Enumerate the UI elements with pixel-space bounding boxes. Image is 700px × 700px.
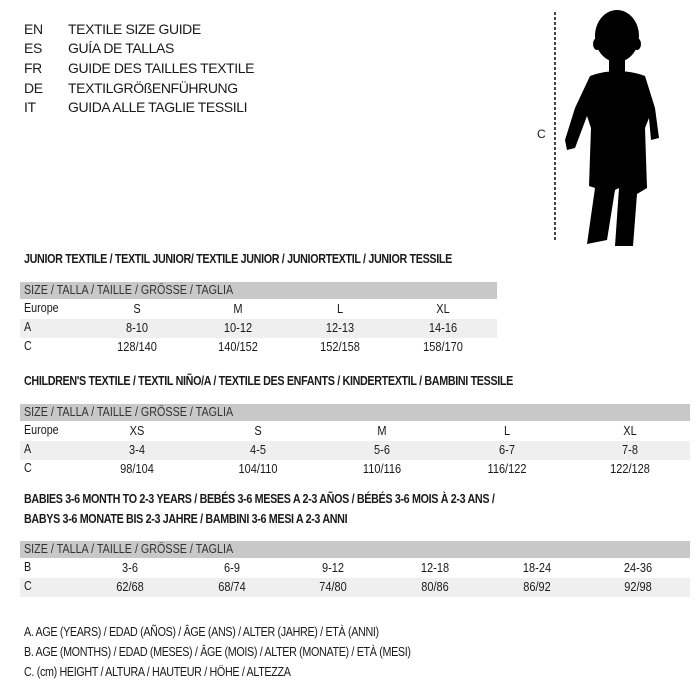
row-label: Europe (24, 301, 59, 315)
legend-c: C. (cm) HEIGHT / ALTURA / HAUTEUR / HÖHE… (24, 665, 291, 679)
table-row: B 3-6 6-9 9-12 12-18 18-24 24-36 (20, 559, 690, 578)
table-cell: 110/116 (362, 462, 402, 476)
table-header-label: SIZE / TALLA / TAILLE / GRÖSSE / TAGLIA (24, 283, 234, 297)
lang-title: GUIDE DES TAILLES TEXTILE (68, 60, 255, 76)
table-header: SIZE / TALLA / TAILLE / GRÖSSE / TAGLIA (20, 282, 497, 299)
table-cell: 128/140 (117, 340, 157, 354)
row-label: A (24, 442, 32, 456)
row-label: C (24, 579, 32, 593)
table-row: A 8-10 10-12 12-13 14-16 (20, 319, 497, 338)
table-cell: 152/158 (320, 340, 360, 354)
table-cell: 68/74 (218, 580, 246, 594)
table-cell: 6-7 (499, 443, 515, 457)
lang-title: GUÍA DE TALLAS (68, 40, 174, 56)
table-cell: 6-9 (224, 561, 240, 575)
table-row: Europe S M L XL (20, 300, 497, 319)
table-cell: 98/104 (120, 462, 154, 476)
table-row: Europe XS S M L XL (20, 422, 690, 441)
table-cell: M (377, 424, 387, 438)
table-cell: 62/68 (116, 580, 144, 594)
legend-b: B. AGE (MONTHS) / EDAD (MESES) / ÂGE (MO… (24, 645, 411, 659)
row-label: Europe (24, 423, 59, 437)
lang-code: EN (24, 21, 43, 37)
table-header-label: SIZE / TALLA / TAILLE / GRÖSSE / TAGLIA (24, 542, 234, 556)
row-label: B (24, 560, 32, 574)
height-label: C (537, 127, 546, 141)
table-cell: L (336, 302, 344, 316)
lang-title: GUIDA ALLE TAGLIE TESSILI (68, 99, 248, 115)
table-cell: 104/110 (238, 462, 278, 476)
table-cell: 74/80 (319, 580, 347, 594)
table-row: C 62/68 68/74 74/80 80/86 86/92 92/98 (20, 578, 690, 597)
table-cell: L (503, 424, 511, 438)
table-cell: 140/152 (218, 340, 258, 354)
table-cell: 5-6 (374, 443, 390, 457)
child-silhouette-icon (554, 10, 659, 246)
junior-title: JUNIOR TEXTILE / TEXTIL JUNIOR/ TEXTILE … (24, 252, 452, 266)
table-cell: 80/86 (421, 580, 449, 594)
table-cell: 9-12 (321, 561, 345, 575)
lang-title: TEXTILGRÖßENFÜHRUNG (68, 80, 238, 96)
row-label: C (24, 461, 32, 475)
table-row: A 3-4 4-5 5-6 6-7 7-8 (20, 441, 690, 460)
table-cell: 122/128 (610, 462, 650, 476)
table-header: SIZE / TALLA / TAILLE / GRÖSSE / TAGLIA (20, 404, 690, 421)
table-cell: 4-5 (250, 443, 266, 457)
table-cell: 3-6 (122, 561, 138, 575)
table-cell: 18-24 (522, 561, 552, 575)
table-cell: XS (129, 424, 145, 438)
lang-code: ES (24, 40, 42, 56)
row-label: C (24, 339, 32, 353)
table-cell: 12-13 (325, 321, 355, 335)
table-cell: 158/170 (423, 340, 463, 354)
table-header-label: SIZE / TALLA / TAILLE / GRÖSSE / TAGLIA (24, 405, 234, 419)
lang-title: TEXTILE SIZE GUIDE (68, 21, 201, 37)
table-cell: 116/122 (487, 462, 527, 476)
table-cell: XL (436, 302, 450, 316)
table-cell: 12-18 (420, 561, 450, 575)
table-cell: 14-16 (428, 321, 458, 335)
table-cell: 92/98 (624, 580, 652, 594)
table-cell: S (133, 302, 141, 316)
babies-title: BABIES 3-6 MONTH TO 2-3 YEARS / BEBÉS 3-… (24, 492, 495, 506)
table-header: SIZE / TALLA / TAILLE / GRÖSSE / TAGLIA (20, 541, 690, 558)
table-cell: S (254, 424, 262, 438)
table-cell: 10-12 (223, 321, 253, 335)
table-cell: 3-4 (129, 443, 145, 457)
lang-code: FR (24, 60, 42, 76)
table-cell: M (233, 302, 243, 316)
lang-code: IT (24, 99, 36, 115)
legend-a: A. AGE (YEARS) / EDAD (AÑOS) / ÂGE (ANS)… (24, 625, 379, 639)
children-title: CHILDREN'S TEXTILE / TEXTIL NIÑO/A / TEX… (24, 374, 513, 388)
table-cell: 8-10 (125, 321, 149, 335)
table-row: C 128/140 140/152 152/158 158/170 (20, 338, 497, 357)
table-cell: XL (623, 424, 637, 438)
table-cell: 86/92 (523, 580, 551, 594)
row-label: A (24, 320, 32, 334)
table-row: C 98/104 104/110 110/116 116/122 122/128 (20, 460, 690, 479)
table-cell: 7-8 (622, 443, 638, 457)
lang-code: DE (24, 80, 43, 96)
babies-title-line2: BABYS 3-6 MONATE BIS 2-3 JAHRE / BAMBINI… (24, 512, 348, 526)
table-cell: 24-36 (623, 561, 653, 575)
